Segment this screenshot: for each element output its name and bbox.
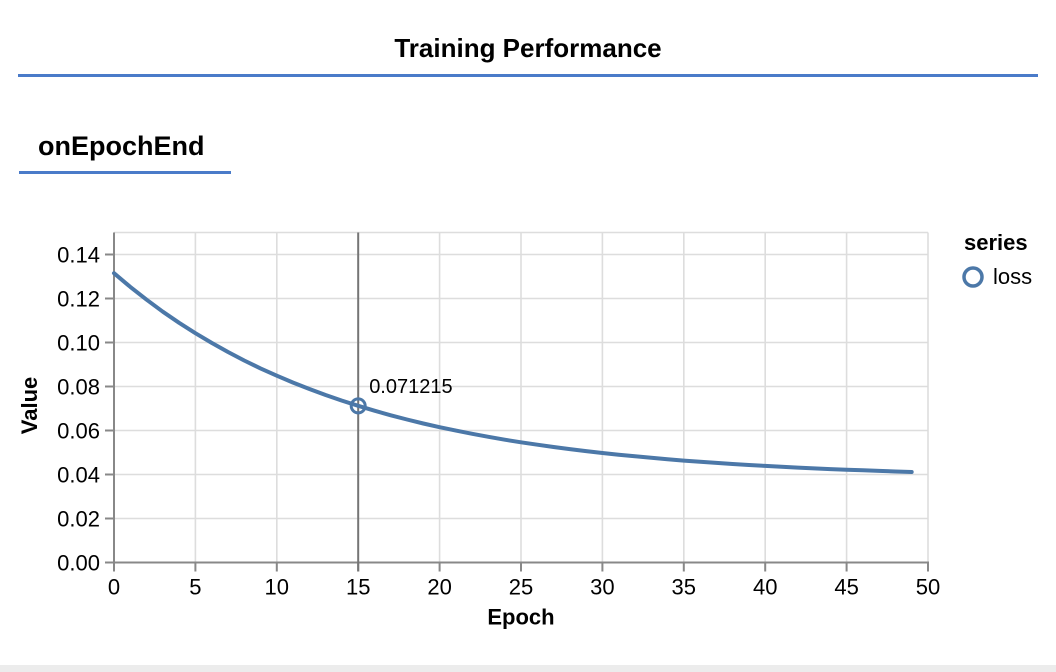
svg-text:30: 30 xyxy=(590,575,614,600)
gridlines-vertical xyxy=(194,232,929,563)
title-underline xyxy=(18,74,1038,77)
svg-text:0.04: 0.04 xyxy=(57,463,100,488)
svg-text:0.08: 0.08 xyxy=(57,375,100,400)
chart-canvas[interactable]: 0.00 0.02 0.04 0.06 0.08 0.10 0.12 0.14 0 5 10 15 20… xyxy=(0,205,1056,650)
svg-text:0.14: 0.14 xyxy=(57,243,100,268)
svg-text:15: 15 xyxy=(346,575,370,600)
open-circle-icon xyxy=(962,266,984,288)
legend-title: series xyxy=(964,230,1028,255)
svg-text:20: 20 xyxy=(427,575,451,600)
legend-entry-loss: loss xyxy=(960,264,1032,290)
y-axis-title: Value xyxy=(17,377,42,434)
svg-text:45: 45 xyxy=(834,575,858,600)
hover-point-marker xyxy=(349,397,367,415)
chart-legend: series loss xyxy=(960,231,1032,290)
section-heading-underline xyxy=(19,171,231,174)
page-bottom-edge xyxy=(0,665,1056,672)
page-title: Training Performance xyxy=(394,33,662,63)
loss-line xyxy=(112,271,914,474)
svg-text:0.00: 0.00 xyxy=(57,551,100,576)
svg-text:25: 25 xyxy=(509,575,533,600)
svg-text:5: 5 xyxy=(189,575,201,600)
svg-text:0.10: 0.10 xyxy=(57,331,100,356)
svg-text:50: 50 xyxy=(916,575,940,600)
section-heading: onEpochEnd xyxy=(38,131,205,161)
svg-text:35: 35 xyxy=(672,575,696,600)
svg-text:0.12: 0.12 xyxy=(57,287,100,312)
legend-entry-label: loss xyxy=(993,264,1033,289)
x-axis-tick-labels: 0 5 10 15 20 25 30 35 40 45 50 xyxy=(108,575,940,600)
svg-text:10: 10 xyxy=(265,575,289,600)
svg-text:0.02: 0.02 xyxy=(57,507,100,532)
svg-text:0.06: 0.06 xyxy=(57,419,100,444)
y-axis-tick-labels: 0.00 0.02 0.04 0.06 0.08 0.10 0.12 0.14 xyxy=(57,243,100,576)
hover-point-value: 0.071215 xyxy=(369,376,452,398)
svg-text:40: 40 xyxy=(753,575,777,600)
y-axis-ticks xyxy=(105,253,114,564)
x-axis-title: Epoch xyxy=(487,605,554,630)
svg-text:0: 0 xyxy=(108,575,120,600)
x-axis-ticks xyxy=(113,562,929,572)
training-chart: 0.00 0.02 0.04 0.06 0.08 0.10 0.12 0.14 0 5 10 15 20… xyxy=(0,205,1056,650)
